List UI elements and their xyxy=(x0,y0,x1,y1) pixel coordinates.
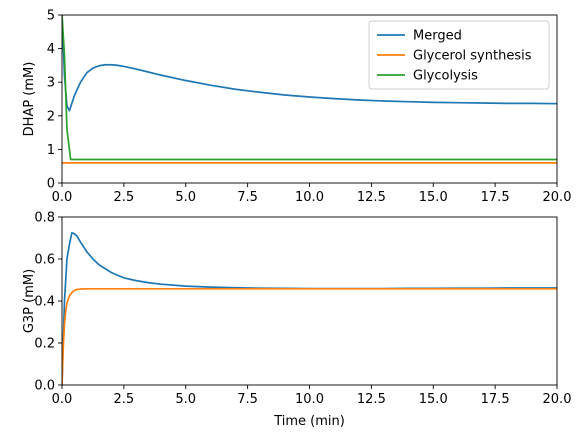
g3p-x-tick-label: 12.5 xyxy=(357,392,386,407)
g3p-x-tick-label: 7.5 xyxy=(237,392,258,407)
g3p-x-tick-label: 17.5 xyxy=(481,392,510,407)
dhap-y-tick-label: 5 xyxy=(47,9,55,24)
g3p-panel: 0.0 2.5 5.0 7.5 10.0 12.5 15.0 17.5 20.0 0.0 0.2 0.… xyxy=(22,211,571,430)
g3p-x-tick-label: 15.0 xyxy=(419,392,448,407)
g3p-x-tick-label: 20.0 xyxy=(543,392,572,407)
dhap-x-tick-label: 2.5 xyxy=(114,190,135,205)
dhap-y-tick-label: 4 xyxy=(47,42,55,57)
g3p-y-axis-label: G3P (mM) xyxy=(22,269,37,333)
g3p-y-tick-label: 0.4 xyxy=(34,295,55,310)
dhap-y-tick-label: 0 xyxy=(47,177,55,192)
dhap-x-tick-label: 15.0 xyxy=(419,190,448,205)
g3p-x-tick-label: 2.5 xyxy=(114,392,135,407)
dhap-y-axis-label: DHAP (mM) xyxy=(22,62,37,137)
dhap-legend: Merged Glycerol synthesis Glycolysis xyxy=(368,20,550,90)
dhap-y-tick-label: 2 xyxy=(47,109,55,124)
g3p-y-tick-label: 0.8 xyxy=(34,211,55,226)
dhap-glycolysis-line xyxy=(62,15,557,161)
g3p-y-tick-label: 0.6 xyxy=(34,253,55,268)
dhap-y-tick-label: 3 xyxy=(47,76,55,91)
g3p-x-tick-label: 10.0 xyxy=(295,392,324,407)
dhap-panel: 0.0 2.5 5.0 7.5 10.0 12.5 15.0 17.5 20.0 0 1 2 3 4 5 DH… xyxy=(22,9,571,206)
dhap-legend-label-glycolysis: Glycolysis xyxy=(413,69,478,84)
dhap-merged-line xyxy=(62,15,557,112)
dhap-x-tick-label: 17.5 xyxy=(481,190,510,205)
dhap-x-tick-label: 7.5 xyxy=(237,190,258,205)
g3p-series-1-line xyxy=(62,231,557,385)
dhap-series-group xyxy=(62,15,557,164)
dhap-x-tick-label: 0.0 xyxy=(52,190,73,205)
g3p-series-group xyxy=(62,231,557,385)
g3p-x-tick-label: 0.0 xyxy=(52,392,73,407)
g3p-axes-frame xyxy=(61,216,558,386)
g3p-y-tick-label: 0.0 xyxy=(34,379,55,394)
dhap-y-tick-label: 1 xyxy=(47,143,55,158)
g3p-x-tick-label: 5.0 xyxy=(175,392,196,407)
dhap-x-tick-label: 20.0 xyxy=(543,190,572,205)
dhap-legend-box xyxy=(368,20,550,90)
dhap-x-tick-label: 12.5 xyxy=(357,190,386,205)
g3p-y-tick-label: 0.2 xyxy=(34,337,55,352)
dhap-legend-label-glycerol-synthesis: Glycerol synthesis xyxy=(413,49,532,64)
g3p-series-2-line xyxy=(62,287,557,385)
dhap-legend-label-merged: Merged xyxy=(413,29,462,44)
dhap-x-tick-label: 10.0 xyxy=(295,190,324,205)
g3p-x-axis-label: Time (min) xyxy=(273,414,345,429)
dhap-x-tick-label: 5.0 xyxy=(175,190,196,205)
